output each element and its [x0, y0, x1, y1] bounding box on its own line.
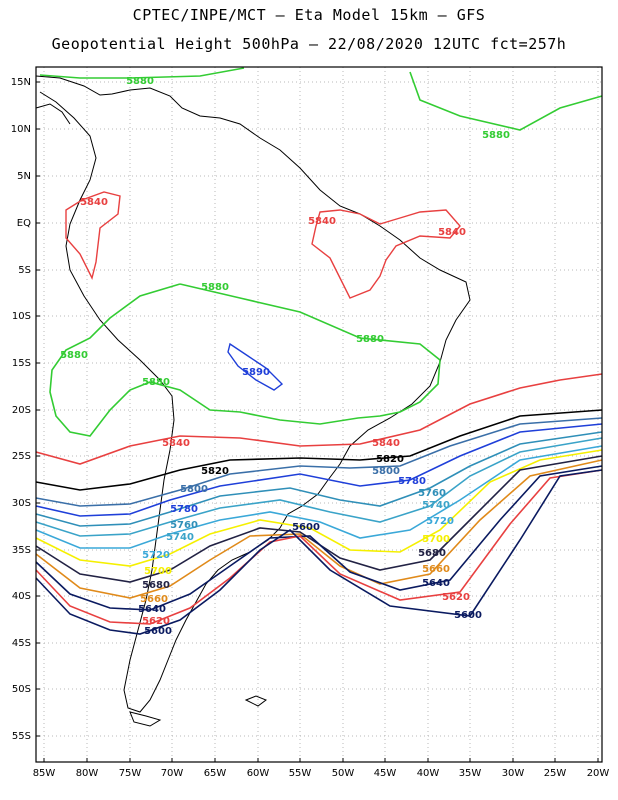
contour-line — [35, 437, 603, 537]
lon-tick-label: 50W — [332, 768, 355, 779]
lat-tick-label: 5N — [17, 171, 31, 182]
lon-tick-label: 25W — [544, 768, 567, 779]
contour-label: 5700 — [144, 566, 172, 577]
contour-line — [35, 469, 603, 625]
contour-line — [35, 449, 603, 567]
contour-5840-closed — [65, 191, 461, 299]
lon-tick-label: 40W — [417, 768, 440, 779]
contour-line — [35, 423, 603, 517]
contour-label: 5760 — [170, 520, 198, 531]
map-title-line2: Geopotential Height 500hPa — 22/08/2020 … — [51, 35, 567, 53]
lon-tick-label: 20W — [587, 768, 610, 779]
lat-tick-label: 15S — [12, 358, 31, 369]
contour-labels: 5880 5880 5880 5880 5880 5880 5840 5840 5840 5840… — [60, 76, 510, 637]
lat-tick-label: 20S — [12, 405, 31, 416]
lat-tick-label: 15N — [11, 77, 31, 88]
lat-lon-grid — [36, 67, 602, 762]
lat-tick-label: 30S — [12, 498, 31, 509]
contour-5890 — [227, 342, 284, 391]
contour-label: 5720 — [426, 516, 454, 527]
contour-label: 5820 — [376, 454, 404, 465]
axis-ticks: 15N 10N 5N EQ 5S 10S 15S 20S 25S 30S 35S 40S 45S 50S 5… — [11, 77, 610, 779]
contour-label: 5840 — [438, 227, 466, 238]
contour-label: 5780 — [398, 476, 426, 487]
lon-tick-label: 45W — [374, 768, 397, 779]
south-america-coast — [35, 75, 471, 713]
contour-label: 5880 — [142, 377, 170, 388]
contour-label: 5740 — [422, 500, 450, 511]
contour-label: 5880 — [356, 334, 384, 345]
contour-line — [35, 431, 603, 527]
lat-tick-label: 10N — [11, 124, 31, 135]
lon-tick-label: 75W — [119, 768, 142, 779]
contour-label: 5880 — [482, 130, 510, 141]
map-title-line1: CPTEC/INPE/MCT — Eta Model 15km — GFS — [132, 6, 486, 24]
contour-label: 5840 — [162, 438, 190, 449]
contour-line — [35, 445, 603, 549]
lon-tick-label: 30W — [502, 768, 525, 779]
contour-label: 5840 — [308, 216, 336, 227]
lon-tick-label: 60W — [247, 768, 270, 779]
lon-tick-label: 85W — [33, 768, 56, 779]
lat-tick-label: 25S — [12, 451, 31, 462]
contour-line — [35, 455, 603, 583]
lat-tick-label: EQ — [17, 218, 31, 229]
contour-label: 5880 — [126, 76, 154, 87]
lat-tick-label: 55S — [12, 731, 31, 742]
falkland-islands — [244, 695, 268, 707]
contour-line — [35, 417, 603, 507]
contour-label: 5680 — [142, 580, 170, 591]
lon-tick-label: 65W — [204, 768, 227, 779]
lon-tick-label: 35W — [459, 768, 482, 779]
contour-label: 5660 — [422, 564, 450, 575]
contour-label: 5840 — [372, 438, 400, 449]
contour-label: 5640 — [422, 578, 450, 589]
lon-tick-label: 55W — [289, 768, 312, 779]
lat-tick-label: 10S — [12, 311, 31, 322]
contour-label: 5880 — [60, 350, 88, 361]
contour-label: 5600 — [454, 610, 482, 621]
contour-label: 5820 — [201, 466, 229, 477]
tierra-del-fuego — [129, 711, 162, 727]
contour-label: 5600 — [292, 522, 320, 533]
contour-label: 5620 — [142, 616, 170, 627]
lat-tick-label: 45S — [12, 638, 31, 649]
lat-tick-label: 5S — [18, 265, 31, 276]
lat-tick-label: 50S — [12, 684, 31, 695]
contour-line — [35, 409, 603, 491]
contour-line — [35, 465, 603, 611]
contour-label: 5620 — [442, 592, 470, 603]
contour-label: 5800 — [372, 466, 400, 477]
contour-label: 5700 — [422, 534, 450, 545]
contour-label: 5600 — [144, 626, 172, 637]
contour-label: 5780 — [170, 504, 198, 515]
contour-label: 5840 — [80, 197, 108, 208]
contour-label: 5890 — [242, 367, 270, 378]
lat-tick-label: 40S — [12, 591, 31, 602]
lat-tick-label: 35S — [12, 545, 31, 556]
contour-label: 5640 — [138, 604, 166, 615]
contour-label: 5680 — [418, 548, 446, 559]
contour-line — [35, 459, 603, 599]
contour-label: 5880 — [201, 282, 229, 293]
contour-label: 5720 — [142, 550, 170, 561]
central-america-coast — [35, 103, 71, 125]
contour-label: 5760 — [418, 488, 446, 499]
contour-label: 5660 — [140, 594, 168, 605]
contour-line — [35, 373, 603, 465]
contour-line — [35, 469, 603, 635]
map-frame — [35, 66, 603, 763]
lon-tick-label: 80W — [76, 768, 99, 779]
contour-5880 — [39, 67, 603, 437]
contour-label: 5800 — [180, 484, 208, 495]
zonal-contours — [35, 373, 603, 635]
contour-label: 5740 — [166, 532, 194, 543]
lon-tick-label: 70W — [161, 768, 184, 779]
coastline — [35, 75, 471, 727]
